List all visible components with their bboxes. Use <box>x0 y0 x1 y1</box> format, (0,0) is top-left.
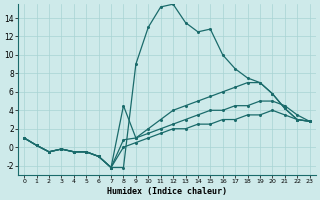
X-axis label: Humidex (Indice chaleur): Humidex (Indice chaleur) <box>107 187 227 196</box>
